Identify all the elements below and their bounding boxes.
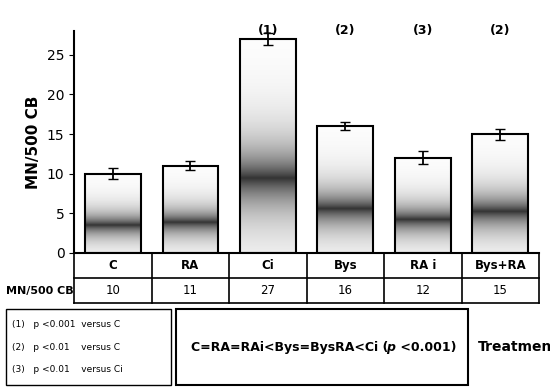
Bar — [472, 134, 528, 253]
Bar — [85, 173, 141, 253]
Bar — [317, 126, 373, 253]
Text: MN/500 CB: MN/500 CB — [6, 286, 74, 296]
Text: (1)   p <0.001  versus C: (1) p <0.001 versus C — [12, 320, 120, 329]
Text: Treatments: Treatments — [478, 340, 550, 354]
Text: 27: 27 — [260, 284, 276, 297]
Text: Bys: Bys — [333, 259, 357, 272]
Text: RA i: RA i — [410, 259, 436, 272]
Bar — [240, 39, 296, 253]
Text: (3): (3) — [412, 25, 433, 37]
Text: (2)   p <0.01    versus C: (2) p <0.01 versus C — [12, 343, 120, 352]
Text: p: p — [386, 341, 395, 354]
Text: 16: 16 — [338, 284, 353, 297]
Text: (2): (2) — [490, 25, 510, 37]
Text: (1): (1) — [257, 25, 278, 37]
Text: 15: 15 — [493, 284, 508, 297]
Text: 10: 10 — [106, 284, 120, 297]
Y-axis label: MN/500 CB: MN/500 CB — [26, 95, 41, 189]
Text: Ci: Ci — [261, 259, 274, 272]
Bar — [163, 166, 218, 253]
Text: C: C — [108, 259, 117, 272]
Text: 12: 12 — [415, 284, 430, 297]
Text: (2): (2) — [335, 25, 356, 37]
Text: Bys+RA: Bys+RA — [475, 259, 526, 272]
Text: C=RA=RAi<Bys=BysRA<Ci (: C=RA=RAi<Bys=BysRA<Ci ( — [190, 341, 388, 354]
Text: 11: 11 — [183, 284, 198, 297]
Text: <0.001): <0.001) — [396, 341, 456, 354]
Bar — [395, 158, 450, 253]
Text: RA: RA — [182, 259, 200, 272]
Text: (3)   p <0.01    versus Ci: (3) p <0.01 versus Ci — [12, 365, 123, 375]
